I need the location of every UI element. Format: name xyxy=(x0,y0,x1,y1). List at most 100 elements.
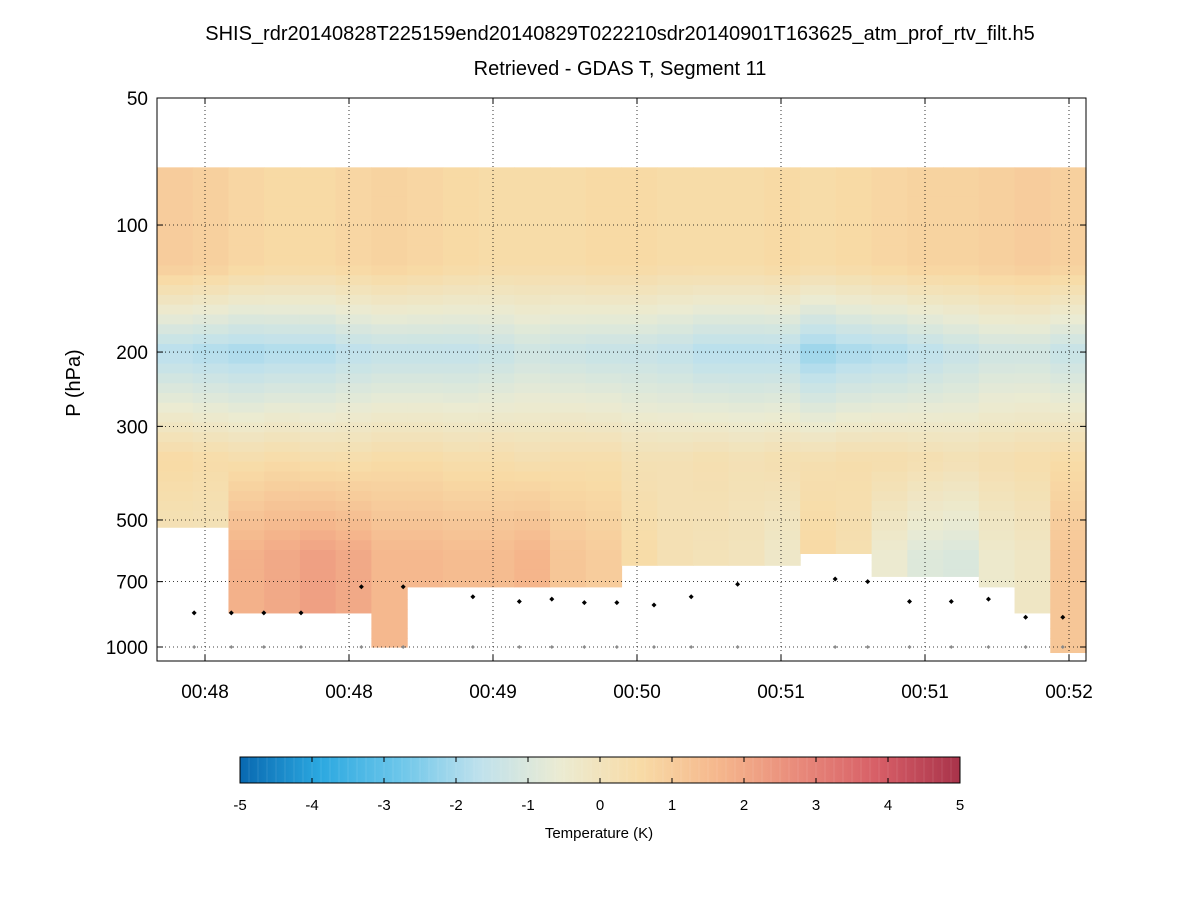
heatmap-cell xyxy=(1050,589,1087,600)
heatmap-cell xyxy=(264,343,301,355)
heatmap-cell xyxy=(514,402,551,414)
heatmap-cell xyxy=(978,216,1016,227)
colorbar-tick-label: 2 xyxy=(740,797,748,814)
heatmap-cell xyxy=(728,314,766,325)
heatmap-cell xyxy=(550,294,587,306)
heatmap-cell xyxy=(871,334,908,345)
heatmap-cell xyxy=(478,481,515,492)
heatmap-cell xyxy=(371,285,408,296)
heatmap-cell xyxy=(621,343,658,355)
heatmap-cell xyxy=(514,500,551,512)
heatmap-cell xyxy=(407,569,444,581)
heatmap-cell xyxy=(907,206,944,218)
heatmap-cell xyxy=(442,471,480,482)
heatmap-cell xyxy=(621,491,658,502)
heatmap-cell xyxy=(514,559,551,571)
heatmap-cell xyxy=(335,275,372,286)
heatmap-cell xyxy=(478,294,515,306)
heatmap-cell xyxy=(1014,432,1051,443)
heatmap-cell xyxy=(407,393,444,404)
heatmap-cell xyxy=(835,402,873,414)
heatmap-cell xyxy=(442,432,480,443)
heatmap-cell xyxy=(657,236,694,247)
heatmap-cell xyxy=(978,167,1016,178)
colorbar: -5 -4 -3 -2 -1 0 1 2 3 4 5 xyxy=(233,756,964,814)
heatmap-cell xyxy=(800,324,837,335)
heatmap-cell xyxy=(1014,481,1051,492)
heatmap-cell xyxy=(728,186,766,198)
heatmap-cell xyxy=(907,314,944,325)
heatmap-cell xyxy=(299,255,337,267)
heatmap-cell xyxy=(264,432,301,443)
heatmap-cell xyxy=(299,491,337,502)
heatmap-cell xyxy=(1050,540,1087,551)
heatmap-cell xyxy=(335,363,372,374)
heatmap-cell xyxy=(228,275,265,286)
heatmap-cell xyxy=(442,196,480,208)
heatmap-cell xyxy=(335,608,372,614)
heatmap-cell xyxy=(585,569,623,581)
heatmap-cell xyxy=(1014,236,1051,247)
heatmap-cell xyxy=(871,245,908,257)
heatmap-cell xyxy=(371,236,408,247)
heatmap-cell xyxy=(264,402,301,414)
heatmap-cell xyxy=(192,451,230,463)
heatmap-cell xyxy=(264,559,301,571)
heatmap-cell xyxy=(657,216,694,227)
heatmap-cell xyxy=(264,550,301,561)
heatmap-cell xyxy=(335,206,372,218)
heatmap-cell xyxy=(371,216,408,227)
x-tick-label: 00:50 xyxy=(613,682,661,703)
heatmap-cell xyxy=(192,226,230,237)
heatmap-cell xyxy=(228,294,265,306)
heatmap-cell xyxy=(192,363,230,374)
heatmap-cell xyxy=(764,294,801,306)
heatmap-cell xyxy=(371,294,408,306)
heatmap-cell xyxy=(442,265,480,276)
heatmap-cell xyxy=(907,442,944,453)
heatmap-cell xyxy=(764,383,801,394)
heatmap-cell xyxy=(585,186,623,198)
heatmap-cell xyxy=(1050,285,1087,296)
heatmap-cell xyxy=(478,432,515,443)
heatmap-cell xyxy=(299,285,337,296)
heatmap-cell xyxy=(299,461,337,473)
reference-marker xyxy=(261,645,266,649)
heatmap-cell xyxy=(621,373,658,384)
heatmap-cell xyxy=(585,540,623,551)
heatmap-cell xyxy=(407,245,444,257)
heatmap-cell xyxy=(764,343,801,355)
heatmap-cell xyxy=(1014,275,1051,286)
heatmap-cell xyxy=(943,275,980,286)
heatmap-cell xyxy=(764,196,801,208)
heatmap-cell xyxy=(585,343,623,355)
heatmap-cell xyxy=(1050,442,1087,453)
heatmap-cell xyxy=(299,186,337,198)
heatmap-cell xyxy=(407,530,444,541)
heatmap-cell xyxy=(442,275,480,286)
heatmap-cell xyxy=(514,432,551,443)
heatmap-cell xyxy=(550,412,587,424)
heatmap-cell xyxy=(764,491,801,502)
heatmap-cell xyxy=(478,177,515,188)
heatmap-cell xyxy=(442,383,480,394)
heatmap-cell xyxy=(1050,245,1087,257)
heatmap-cell xyxy=(907,412,944,424)
heatmap-cell xyxy=(585,226,623,237)
heatmap-cell xyxy=(478,491,515,502)
heatmap-cell xyxy=(264,599,301,610)
heatmap-cell xyxy=(371,393,408,404)
heatmap-cell xyxy=(764,245,801,257)
heatmap-cell xyxy=(728,510,766,522)
heatmap-cell xyxy=(514,236,551,247)
heatmap-cell xyxy=(585,363,623,374)
heatmap-cell xyxy=(1014,402,1051,414)
heatmap-cell xyxy=(907,245,944,257)
heatmap-cell xyxy=(871,510,908,522)
heatmap-cell xyxy=(764,559,801,566)
heatmap-cell xyxy=(264,304,301,316)
heatmap-cell xyxy=(800,245,837,257)
heatmap-cell xyxy=(407,491,444,502)
heatmap-cell xyxy=(228,226,265,237)
heatmap-cell xyxy=(657,520,694,531)
